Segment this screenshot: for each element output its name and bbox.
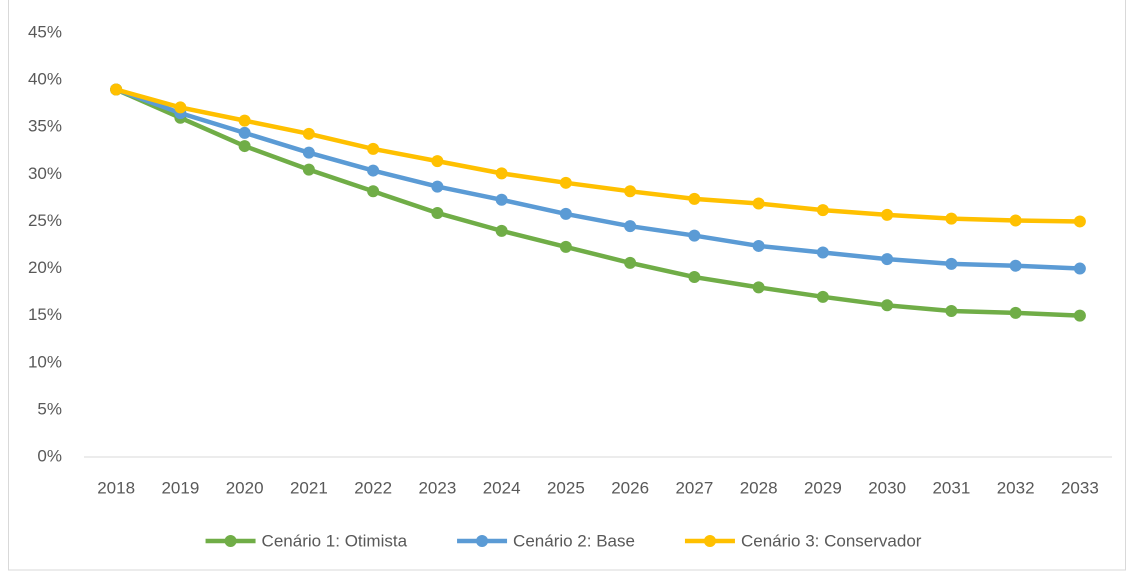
y-tick-label: 5% — [37, 399, 62, 418]
point-marker — [1073, 309, 1086, 322]
point-marker — [431, 155, 444, 168]
point-marker — [1073, 262, 1086, 275]
y-tick-label: 40% — [28, 70, 62, 89]
legend-label: Cenário 3: Conservador — [741, 531, 922, 550]
point-marker — [816, 246, 829, 259]
x-tick-label: 2026 — [611, 478, 649, 497]
point-marker — [367, 185, 380, 198]
point-marker — [881, 253, 894, 266]
x-tick-label: 2029 — [804, 478, 842, 497]
legend-item: Cenário 2: Base — [457, 531, 635, 550]
point-marker — [816, 290, 829, 303]
point-marker — [945, 304, 958, 317]
point-marker — [1009, 214, 1022, 227]
x-tick-label: 2032 — [997, 478, 1035, 497]
x-tick-label: 2028 — [740, 478, 778, 497]
y-tick-label: 30% — [28, 164, 62, 183]
point-marker — [559, 207, 572, 220]
y-tick-label: 25% — [28, 211, 62, 230]
point-marker — [302, 146, 315, 159]
point-marker — [110, 83, 123, 96]
x-tick-label: 2027 — [675, 478, 713, 497]
point-marker — [238, 140, 251, 153]
x-tick-label: 2023 — [418, 478, 456, 497]
x-tick-label: 2033 — [1061, 478, 1099, 497]
point-marker — [688, 229, 701, 242]
x-tick-label: 2018 — [97, 478, 135, 497]
point-marker — [302, 163, 315, 176]
point-marker — [302, 127, 315, 140]
point-marker — [688, 271, 701, 284]
x-tick-label: 2031 — [932, 478, 970, 497]
y-tick-label: 15% — [28, 305, 62, 324]
x-tick-label: 2025 — [547, 478, 585, 497]
point-marker — [367, 142, 380, 155]
point-marker — [945, 212, 958, 225]
point-marker — [495, 193, 508, 206]
x-tick-label: 2030 — [868, 478, 906, 497]
x-tick-label: 2020 — [226, 478, 264, 497]
point-marker — [752, 239, 765, 252]
point-marker — [559, 176, 572, 189]
y-tick-label: 20% — [28, 258, 62, 277]
point-marker — [431, 180, 444, 193]
point-marker — [624, 220, 637, 233]
point-marker — [238, 114, 251, 127]
y-tick-label: 10% — [28, 352, 62, 371]
legend-swatch-marker — [476, 535, 489, 547]
point-marker — [688, 192, 701, 205]
point-marker — [174, 101, 187, 114]
legend-label: Cenário 2: Base — [513, 531, 635, 550]
point-marker — [1009, 259, 1022, 272]
point-marker — [1073, 215, 1086, 228]
y-tick-label: 35% — [28, 117, 62, 136]
x-tick-label: 2021 — [290, 478, 328, 497]
point-marker — [752, 197, 765, 210]
x-tick-label: 2019 — [161, 478, 199, 497]
point-marker — [945, 257, 958, 270]
legend: Cenário 1: Otimista Cenário 2: Base Cenári… — [205, 531, 922, 550]
legend-item: Cenário 1: Otimista — [205, 531, 408, 550]
x-tick-label: 2024 — [483, 478, 521, 497]
y-tick-label: 0% — [37, 446, 62, 465]
legend-swatch-marker — [224, 535, 237, 547]
chart-frame — [8, 0, 1126, 571]
point-marker — [624, 256, 637, 269]
point-marker — [624, 185, 637, 198]
series-line — [115, 87, 1080, 271]
point-marker — [816, 204, 829, 217]
point-marker — [1009, 306, 1022, 319]
point-marker — [238, 126, 251, 139]
point-marker — [431, 206, 444, 219]
point-marker — [559, 240, 572, 253]
series-line — [115, 87, 1080, 318]
point-marker — [881, 208, 894, 221]
legend-item: Cenário 3: Conservador — [684, 531, 922, 550]
point-marker — [495, 167, 508, 180]
series-line — [115, 87, 1080, 224]
point-marker — [367, 164, 380, 177]
point-marker — [495, 224, 508, 237]
legend-label: Cenário 1: Otimista — [262, 531, 408, 550]
legend-swatch-marker — [703, 535, 716, 547]
y-tick-label: 45% — [28, 22, 62, 41]
point-marker — [881, 299, 894, 312]
x-tick-label: 2022 — [354, 478, 392, 497]
point-marker — [752, 281, 765, 294]
